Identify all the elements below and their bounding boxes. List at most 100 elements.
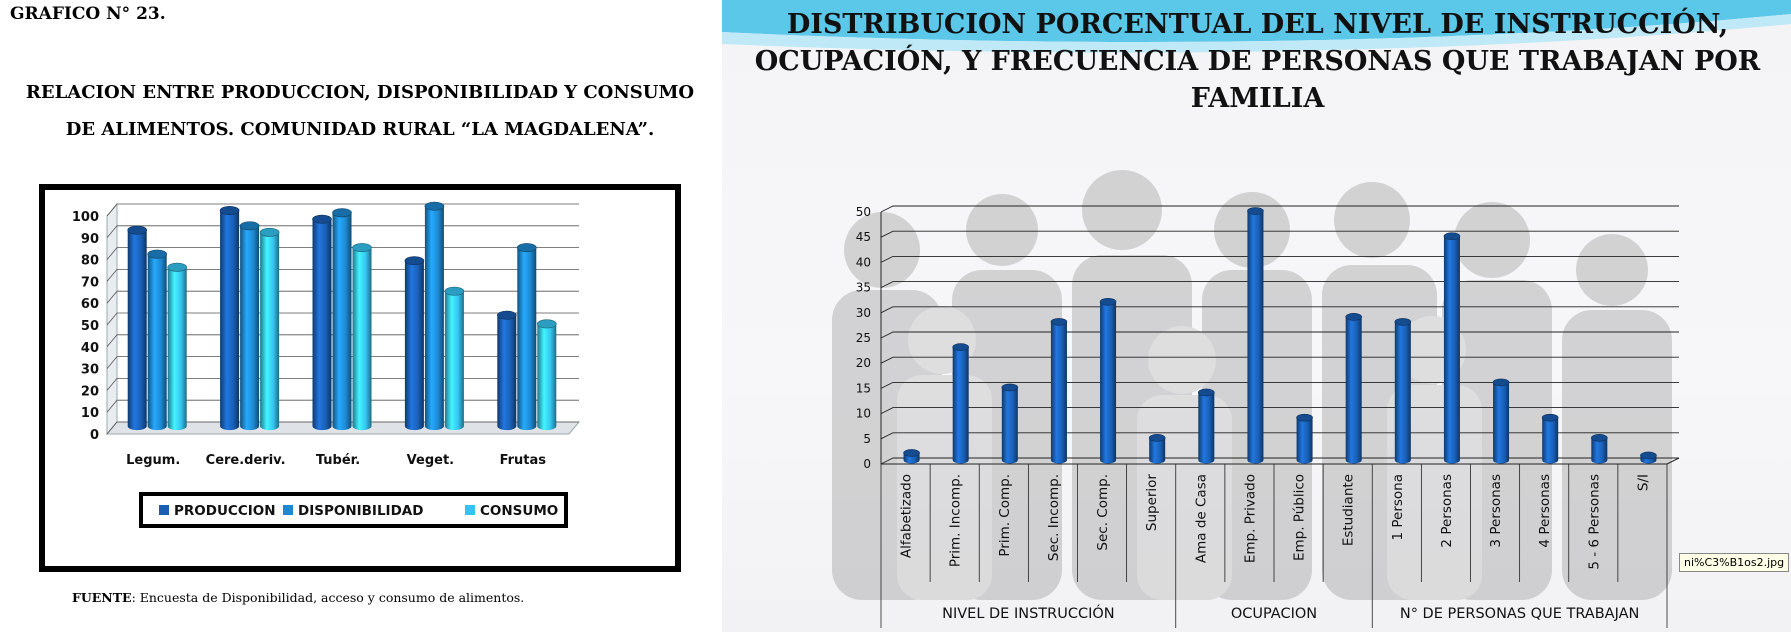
bar xyxy=(1198,388,1215,464)
right-panel: DISTRIBUCION PORCENTUAL DEL NIVEL DE INS… xyxy=(722,0,1791,632)
bar-body xyxy=(1493,382,1510,464)
graph-number: GRAFICO N° 23. xyxy=(10,4,166,24)
bar-body xyxy=(1050,321,1067,464)
y-tick-label: 70 xyxy=(81,275,99,290)
bar xyxy=(1001,383,1019,464)
bar-top xyxy=(1541,413,1559,422)
bar-top xyxy=(1198,388,1215,397)
header-swoosh xyxy=(722,0,1791,53)
bar xyxy=(1541,413,1559,464)
y-tick-label: 10 xyxy=(81,406,99,421)
y-tick-label: 15 xyxy=(856,381,871,395)
bar xyxy=(404,256,425,431)
bar-body xyxy=(240,225,260,431)
x-tick-label: Cere.deriv. xyxy=(206,453,286,468)
food-chart: 0 10 20 30 40 50 60 70 80 90 100 Legum. Cere.deriv. T… xyxy=(72,201,581,528)
bar-top xyxy=(404,256,425,266)
bar-top xyxy=(1099,297,1117,306)
bar-top xyxy=(352,243,372,253)
x-tick-label: Veget. xyxy=(407,453,454,468)
x-tick-label: 1 Persona xyxy=(1390,474,1406,541)
bar-top xyxy=(219,206,240,216)
bar xyxy=(352,243,372,431)
y-tick-label: 30 xyxy=(856,306,871,320)
bar-body xyxy=(1198,392,1215,464)
y-tick-label: 45 xyxy=(856,230,871,244)
x-tick-label: S/I xyxy=(1635,474,1651,491)
y-tick-label: 0 xyxy=(90,428,99,443)
chart-legend: PRODUCCION DISPONIBILIDAD CONSUMO xyxy=(139,492,568,528)
y-tick-label: 50 xyxy=(856,205,871,219)
legend-label: PRODUCCION xyxy=(174,503,276,519)
y-tick-label: 90 xyxy=(81,232,99,247)
bar xyxy=(1394,318,1412,464)
x-tick-label: Emp. Público xyxy=(1292,474,1308,561)
bar-body xyxy=(1296,417,1313,464)
bar-top xyxy=(903,449,920,457)
gridline xyxy=(880,205,1679,213)
bar-top xyxy=(1247,207,1264,215)
bar-body xyxy=(1247,211,1264,464)
bar-body xyxy=(127,230,147,431)
group-label: N° DE PERSONAS QUE TRABAJAN xyxy=(1400,606,1640,622)
bar-body xyxy=(1149,437,1166,464)
bar-top xyxy=(167,262,187,272)
legend-label: DISPONIBILIDAD xyxy=(298,503,423,519)
x-tick-label: Alfabetizado xyxy=(899,474,915,558)
bar-top xyxy=(952,343,969,351)
bar-top xyxy=(1492,378,1510,387)
bar xyxy=(1148,434,1166,464)
bar-body xyxy=(167,267,187,431)
bar-body xyxy=(1542,417,1559,464)
left-title-line-2: DE ALIMENTOS. COMUNIDAD RURAL “LA MAGDAL… xyxy=(65,119,655,140)
bar-body xyxy=(497,315,517,431)
bar-top xyxy=(239,221,260,231)
right-title-line-2: OCUPACIÓN, Y FRECUENCIA DE PERSONAS QUE … xyxy=(754,46,1761,77)
x-tick-label: Prim. Comp. xyxy=(997,474,1013,557)
right-chart-title: DISTRIBUCION PORCENTUAL DEL NIVEL DE INS… xyxy=(730,6,1785,117)
bar-top xyxy=(1001,383,1019,392)
bar xyxy=(1247,207,1264,464)
right-title-line-3: FAMILIA xyxy=(1190,83,1325,114)
gridline xyxy=(880,230,1679,238)
bar xyxy=(424,201,445,431)
bar-top xyxy=(147,249,167,259)
left-chart-frame: 0 10 20 30 40 50 60 70 80 90 100 Legum. Cere.deriv. T… xyxy=(39,184,681,572)
bar xyxy=(1050,318,1068,464)
bar-body xyxy=(952,347,969,464)
bar xyxy=(444,286,465,431)
bar xyxy=(239,221,260,431)
bar-top xyxy=(127,225,147,235)
y-tick-label: 40 xyxy=(856,255,871,269)
legend-swatch xyxy=(465,505,475,515)
bar-body xyxy=(537,323,557,431)
gridline xyxy=(880,432,1679,440)
bar-body xyxy=(1394,321,1411,464)
bar xyxy=(952,343,969,464)
x-tick-label: 2 Personas xyxy=(1439,474,1455,548)
y-tick-label: 50 xyxy=(81,319,99,334)
y-tick-label: 20 xyxy=(81,384,99,399)
bar-body xyxy=(260,232,280,431)
bar-top xyxy=(259,227,280,237)
x-tick-label: 4 Personas xyxy=(1537,474,1553,548)
gridline xyxy=(880,281,1679,289)
legend-swatch xyxy=(283,505,293,515)
gridline xyxy=(880,331,1679,339)
y-tick-label: 35 xyxy=(856,281,871,295)
bar xyxy=(332,208,352,431)
bar-top xyxy=(1640,451,1657,460)
bar-body xyxy=(352,247,372,431)
left-title-line-1: RELACION ENTRE PRODUCCION, DISPONIBILIDA… xyxy=(25,82,695,103)
bar-top xyxy=(1148,434,1166,442)
x-tick-label: Sec. Incomp. xyxy=(1046,474,1062,561)
x-tick-label: 3 Personas xyxy=(1488,474,1504,548)
bar xyxy=(1296,413,1313,464)
legend-swatch xyxy=(159,505,169,515)
bar-body xyxy=(424,206,444,431)
y-tick-label: 5 xyxy=(863,432,871,446)
y-tick-label: 60 xyxy=(81,297,99,312)
bar-top xyxy=(536,319,557,329)
bar xyxy=(1099,297,1117,464)
bar xyxy=(536,319,557,431)
